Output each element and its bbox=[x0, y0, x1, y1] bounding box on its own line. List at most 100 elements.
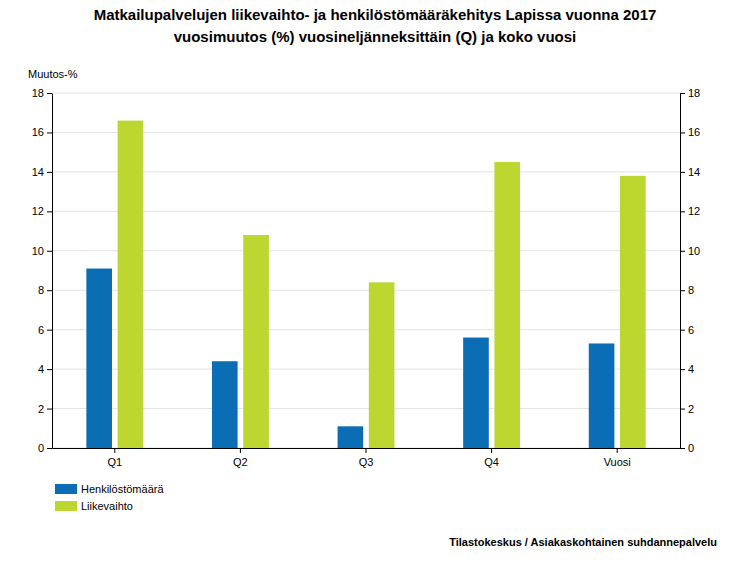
tick-mark bbox=[680, 211, 685, 212]
tick-label: 2 bbox=[688, 403, 694, 415]
legend-label: Henkilöstömäärä bbox=[81, 483, 164, 495]
tick-label: 18 bbox=[32, 87, 44, 99]
tick: 10 bbox=[680, 245, 700, 257]
plot: 0 2 4 6 8 10 12 14 16 18 0 2 4 6 8 10 12 14 16 18 Q1 Q2 Q3 Q4 Vu… bbox=[32, 87, 701, 468]
tick: 14 bbox=[680, 166, 700, 178]
tick-label: 0 bbox=[688, 442, 694, 454]
tick-label: 8 bbox=[38, 284, 44, 296]
tick-mark bbox=[680, 369, 685, 370]
tick-mark bbox=[491, 448, 492, 453]
y-axis-title: Muutos-% bbox=[28, 68, 78, 80]
tick: 6 bbox=[680, 324, 694, 336]
tick-label: Vuosi bbox=[604, 456, 631, 468]
tick: Q2 bbox=[233, 448, 248, 468]
tick-mark bbox=[47, 132, 52, 133]
tick: 16 bbox=[32, 126, 52, 138]
tick-label: Q2 bbox=[233, 456, 248, 468]
bar bbox=[369, 282, 395, 448]
tick: 2 bbox=[38, 403, 52, 415]
legend-swatch bbox=[55, 501, 77, 511]
grid-line bbox=[52, 132, 680, 133]
bar bbox=[212, 361, 238, 448]
grid-line bbox=[52, 171, 680, 172]
bar bbox=[338, 426, 364, 448]
tick-label: 18 bbox=[688, 87, 700, 99]
tick: 18 bbox=[680, 87, 700, 99]
tick-mark bbox=[47, 93, 52, 94]
legend: Henkilöstömäärä Liikevaihto bbox=[55, 483, 164, 512]
title: Matkailupalvelujen liikevaihto- ja henki… bbox=[94, 6, 657, 23]
grid-line bbox=[52, 329, 680, 330]
tick-mark bbox=[680, 172, 685, 173]
tick: 2 bbox=[680, 403, 694, 415]
bar bbox=[118, 121, 144, 448]
tick-mark bbox=[680, 330, 685, 331]
tick-label: 10 bbox=[32, 245, 44, 257]
tick-label: 8 bbox=[688, 284, 694, 296]
y-axis: 0 2 4 6 8 10 12 14 16 18 bbox=[32, 87, 53, 454]
grid bbox=[52, 93, 680, 448]
tick-label: Q3 bbox=[359, 456, 374, 468]
tick-mark bbox=[680, 290, 685, 291]
tick-mark bbox=[47, 448, 52, 449]
x-axis: Q1 Q2 Q3 Q4 Vuosi bbox=[53, 448, 681, 468]
tick-label: 4 bbox=[38, 363, 44, 375]
bar bbox=[86, 269, 112, 448]
tick-label: 14 bbox=[688, 166, 700, 178]
tick: 8 bbox=[38, 284, 52, 296]
bar bbox=[589, 343, 615, 448]
bar bbox=[620, 176, 646, 448]
tick: 18 bbox=[32, 87, 52, 99]
y2-axis: 0 2 4 6 8 10 12 14 16 18 bbox=[680, 87, 700, 454]
tick: 16 bbox=[680, 126, 700, 138]
tick-mark bbox=[47, 409, 52, 410]
tick-mark bbox=[47, 369, 52, 370]
tick-mark bbox=[617, 448, 618, 453]
tick-label: 12 bbox=[688, 205, 700, 217]
tick-label: 14 bbox=[32, 166, 44, 178]
tick-label: 6 bbox=[688, 324, 694, 336]
tick-mark bbox=[47, 172, 52, 173]
tick: 4 bbox=[680, 363, 694, 375]
tick-mark bbox=[680, 132, 685, 133]
grid-line bbox=[52, 93, 680, 94]
tick-mark bbox=[680, 409, 685, 410]
tick: 10 bbox=[32, 245, 52, 257]
tick-label: 0 bbox=[38, 442, 44, 454]
tick: 0 bbox=[680, 442, 694, 454]
tick-mark bbox=[240, 448, 241, 453]
tick-mark bbox=[114, 448, 115, 453]
grid-line bbox=[52, 211, 680, 212]
tick: Q4 bbox=[484, 448, 499, 468]
tick-label: Q4 bbox=[484, 456, 499, 468]
grid-line bbox=[52, 290, 680, 291]
tick: 12 bbox=[32, 205, 52, 217]
axis-line bbox=[680, 94, 681, 449]
tick-label: 6 bbox=[38, 324, 44, 336]
legend-label: Liikevaihto bbox=[81, 500, 133, 512]
source: Tilastokeskus / Asiakaskohtainen suhdann… bbox=[449, 536, 717, 548]
tick-mark bbox=[47, 211, 52, 212]
tick: Q1 bbox=[107, 448, 122, 468]
tick-mark bbox=[47, 290, 52, 291]
tick-mark bbox=[47, 251, 52, 252]
tick-label: 2 bbox=[38, 403, 44, 415]
grid-line bbox=[52, 408, 680, 409]
tick: Q3 bbox=[359, 448, 374, 468]
legend-swatch bbox=[55, 484, 77, 494]
tick-label: 12 bbox=[32, 205, 44, 217]
tick-label: 10 bbox=[688, 245, 700, 257]
tick: 4 bbox=[38, 363, 52, 375]
grid-line bbox=[52, 250, 680, 251]
tick-mark bbox=[680, 448, 685, 449]
bar bbox=[494, 162, 520, 448]
tick-mark bbox=[366, 448, 367, 453]
grid-line bbox=[52, 369, 680, 370]
tick: 14 bbox=[32, 166, 52, 178]
axis-line bbox=[52, 94, 53, 449]
bar bbox=[243, 235, 269, 448]
tick: 6 bbox=[38, 324, 52, 336]
tick: 12 bbox=[680, 205, 700, 217]
subtitle: vuosimuutos (%) vuosineljänneksittäin (Q… bbox=[174, 28, 577, 45]
tick: Vuosi bbox=[604, 448, 631, 468]
